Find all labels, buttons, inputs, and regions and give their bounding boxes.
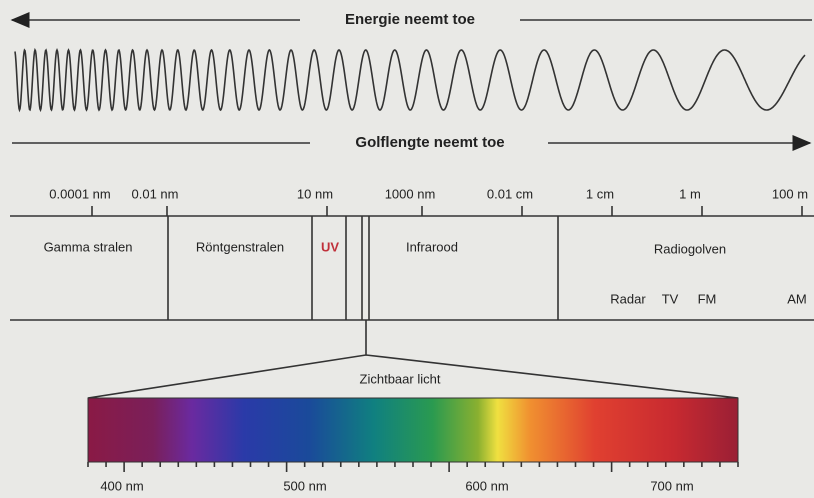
visible-spectrum [87, 397, 739, 463]
band-label: TV [662, 291, 679, 306]
scale-label: 0.01 cm [487, 186, 533, 201]
scale: 0.0001 nm 0.01 nm 10 nm 1000 nm 0.01 cm 1 cm 1… [49, 186, 808, 216]
band-label: Radar [610, 291, 646, 306]
scale-label: 10 nm [297, 186, 333, 201]
scale-label: 1 m [679, 186, 701, 201]
visible-scale-label: 400 nm [100, 478, 143, 493]
scale-label: 0.0001 nm [49, 186, 110, 201]
scale-label: 1000 nm [385, 186, 436, 201]
wave [14, 47, 806, 113]
scale-label: 0.01 nm [132, 186, 179, 201]
band-label: FM [698, 291, 717, 306]
visible-scale-label: 600 nm [465, 478, 508, 493]
visible-label: Zichtbaar licht [360, 371, 441, 386]
scale-label: 1 cm [586, 186, 614, 201]
region-label: UV [321, 239, 339, 254]
region-label: Gamma stralen [44, 239, 133, 254]
visible-scale-label: 500 nm [283, 478, 326, 493]
visible-scale: 400 nm 500 nm 600 nm 700 nm [87, 462, 739, 493]
dividers [87, 216, 739, 399]
energy-label: Energie neemt toe [345, 11, 475, 28]
region-label: Radiogolven [654, 241, 726, 256]
region-label: Röntgenstralen [196, 239, 284, 254]
region-label: Infrarood [406, 239, 458, 254]
scale-label: 100 m [772, 186, 808, 201]
wavelength-label: Golflengte neemt toe [355, 134, 504, 151]
band-label: AM [787, 291, 807, 306]
visible-scale-label: 700 nm [650, 478, 693, 493]
